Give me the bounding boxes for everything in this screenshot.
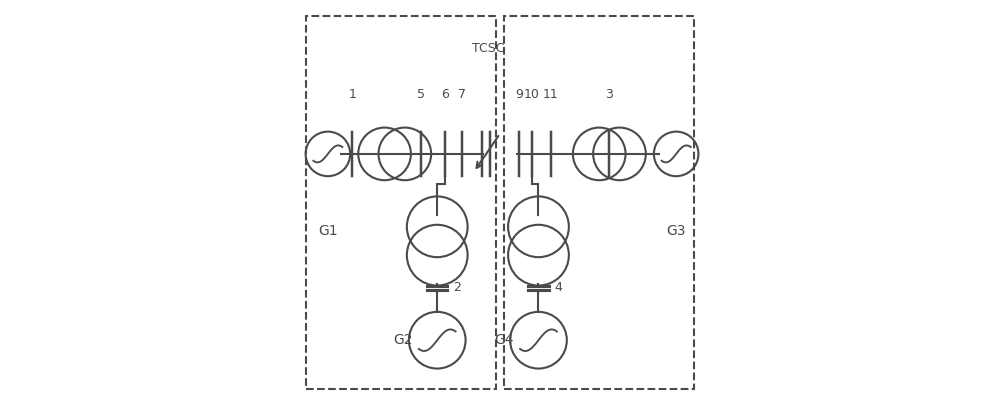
Text: 9: 9 — [516, 88, 523, 101]
Text: G1: G1 — [318, 224, 338, 238]
Text: TCSC: TCSC — [472, 42, 504, 55]
Text: G2: G2 — [393, 333, 413, 347]
Text: 5: 5 — [417, 88, 425, 101]
Text: G3: G3 — [666, 224, 686, 238]
Text: 4: 4 — [555, 281, 563, 294]
Text: 11: 11 — [543, 88, 558, 101]
Text: 7: 7 — [458, 88, 466, 101]
Text: G4: G4 — [494, 333, 514, 347]
Text: 1: 1 — [348, 88, 356, 101]
Text: 2: 2 — [453, 281, 461, 294]
Text: 3: 3 — [605, 88, 613, 101]
Text: 6: 6 — [441, 88, 449, 101]
Text: 10: 10 — [524, 88, 540, 101]
